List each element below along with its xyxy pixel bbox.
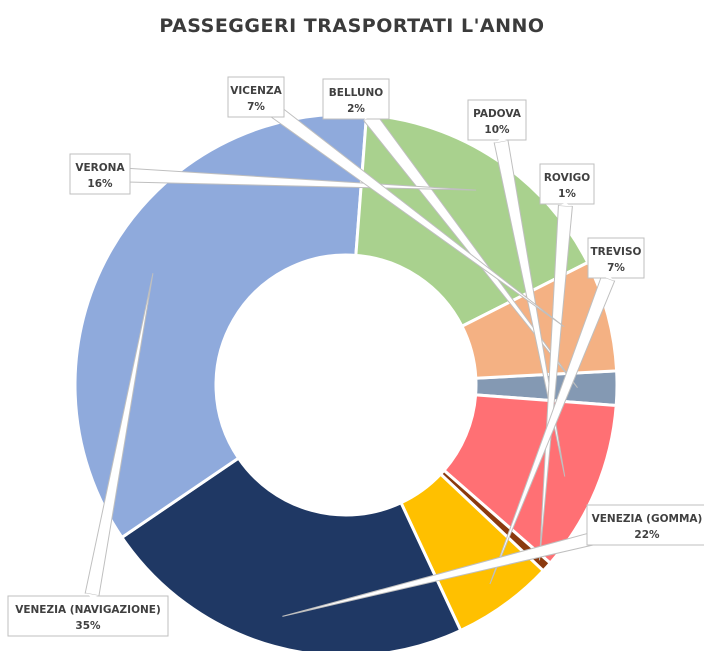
label-name-venezia-navigazione: VENEZIA (NAVIGAZIONE): [15, 604, 161, 616]
callout-seam-verona: [118, 167, 123, 182]
label-value-verona: 16%: [87, 178, 113, 190]
label-name-vicenza: VICENZA: [230, 85, 282, 97]
callout-box-venezia-gomma: [586, 504, 704, 546]
callout-seam-treviso: [601, 275, 615, 282]
callout-box-vicenza: [227, 76, 285, 118]
label-value-venezia-navigazione: 35%: [75, 620, 101, 632]
label-value-vicenza: 7%: [247, 101, 265, 113]
callout-pointer-padova: [493, 139, 566, 477]
label-name-belluno: BELLUNO: [329, 87, 383, 99]
callout-box-treviso: [587, 237, 645, 279]
label-name-rovigo: ROVIGO: [544, 172, 590, 184]
label-value-venezia-gomma: 22%: [634, 529, 660, 541]
slices-layer: [73, 112, 619, 655]
callout-seam-belluno: [363, 112, 375, 121]
label-name-padova: PADOVA: [473, 108, 522, 120]
label-value-belluno: 2%: [347, 103, 365, 115]
label-value-padova: 10%: [484, 124, 510, 136]
label-value-rovigo: 1%: [558, 188, 576, 200]
callout-seam-vicenza: [269, 104, 278, 116]
callout-seam-padova: [494, 138, 508, 143]
callout-box-padova: [467, 99, 527, 141]
callout-box-venezia-navigazione: [7, 595, 169, 637]
callout-seam-venezia-gomma: [623, 523, 629, 538]
chart-title: PASSEGGERI TRASPORTATI L'ANNO: [159, 15, 544, 37]
callout-box-belluno: [322, 78, 390, 120]
label-name-treviso: TREVISO: [591, 246, 642, 258]
slice-venezia-navigazione: [73, 112, 369, 540]
labels-layer: BELLUNO 2% PADOVA 10% ROVIGO 1% TREVISO 7% VENEZ…: [7, 76, 704, 637]
callout-pointer-rovigo: [538, 204, 573, 561]
label-name-venezia-gomma: VENEZIA (GOMMA): [592, 513, 703, 525]
callout-pointer-venezia-navigazione: [84, 273, 154, 597]
callout-seam-venezia-navigazione: [85, 593, 99, 598]
label-value-treviso: 7%: [607, 262, 625, 274]
label-name-verona: VERONA: [75, 162, 125, 174]
callout-seam-rovigo: [558, 202, 573, 207]
slice-venezia-gomma: [119, 456, 463, 655]
